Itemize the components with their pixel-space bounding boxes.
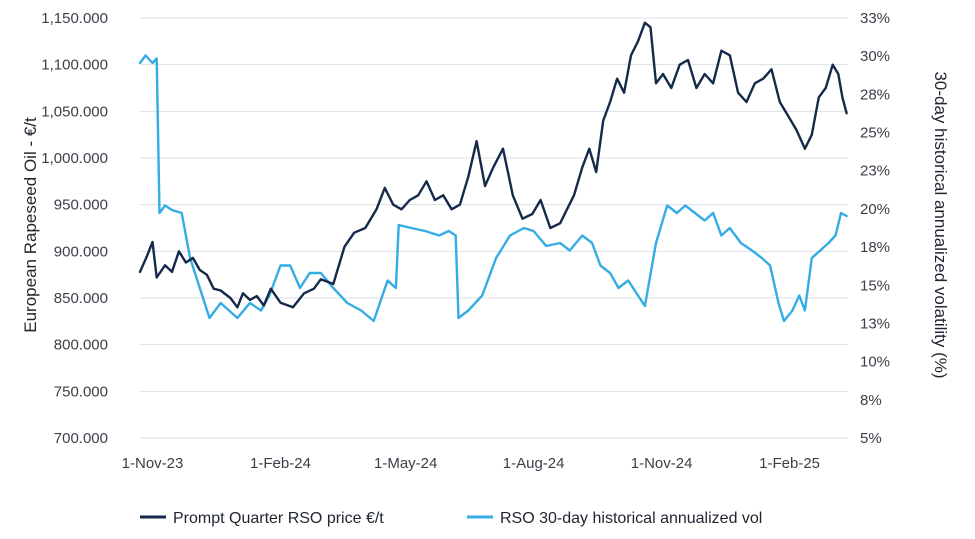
legend-label-price: Prompt Quarter RSO price €/t (173, 510, 384, 527)
right-tick-label: 23% (860, 163, 890, 180)
left-tick-label: 800.000 (54, 337, 108, 354)
left-tick-label: 950.000 (54, 197, 108, 214)
x-tick-label: 1-Nov-23 (122, 455, 184, 472)
right-tick-label: 18% (860, 239, 890, 256)
right-axis-title: 30-day historical annualized volatility … (931, 71, 950, 378)
right-tick-label: 25% (860, 125, 890, 142)
volatility-series-line (138, 54, 848, 323)
right-tick-label: 10% (860, 354, 890, 371)
legend-label-volatility: RSO 30-day historical annualized vol (500, 510, 762, 527)
series-layer (138, 21, 848, 323)
x-tick-label: 1-Nov-24 (631, 455, 693, 472)
x-tick-label: 1-Feb-25 (759, 455, 820, 472)
left-tick-label: 900.000 (54, 243, 108, 260)
price-series-line (138, 21, 848, 309)
right-tick-label: 33% (860, 10, 890, 27)
left-axis-title: European Rapeseed Oil - €/t (21, 117, 40, 333)
right-tick-label: 30% (860, 48, 890, 65)
left-tick-label: 1,050.000 (41, 103, 108, 120)
left-tick-label: 1,100.000 (41, 57, 108, 74)
left-tick-label: 1,000.000 (41, 150, 108, 167)
left-y-axis: 700.000 750.000 800.000 850.000 900.000 950.0… (41, 10, 108, 447)
right-y-axis: 5% 8% 10% 13% 15% 18% 20% 23% 25% 28% 30% 33% (860, 10, 890, 447)
left-tick-label: 750.000 (54, 383, 108, 400)
right-tick-label: 13% (860, 315, 890, 332)
left-tick-label: 700.000 (54, 430, 108, 447)
right-tick-label: 8% (860, 392, 882, 409)
x-tick-label: 1-May-24 (374, 455, 437, 472)
right-tick-label: 20% (860, 201, 890, 218)
left-tick-label: 850.000 (54, 290, 108, 307)
gridlines (140, 17, 848, 439)
left-tick-label: 1,150.000 (41, 10, 108, 27)
right-tick-label: 5% (860, 430, 882, 447)
legend: Prompt Quarter RSO price €/t RSO 30-day … (140, 510, 762, 527)
right-tick-label: 15% (860, 277, 890, 294)
x-tick-label: 1-Feb-24 (250, 455, 311, 472)
x-axis: 1-Nov-23 1-Feb-24 1-May-24 1-Aug-24 1-Nov-24… (122, 455, 820, 472)
x-tick-label: 1-Aug-24 (503, 455, 565, 472)
right-tick-label: 28% (860, 86, 890, 103)
